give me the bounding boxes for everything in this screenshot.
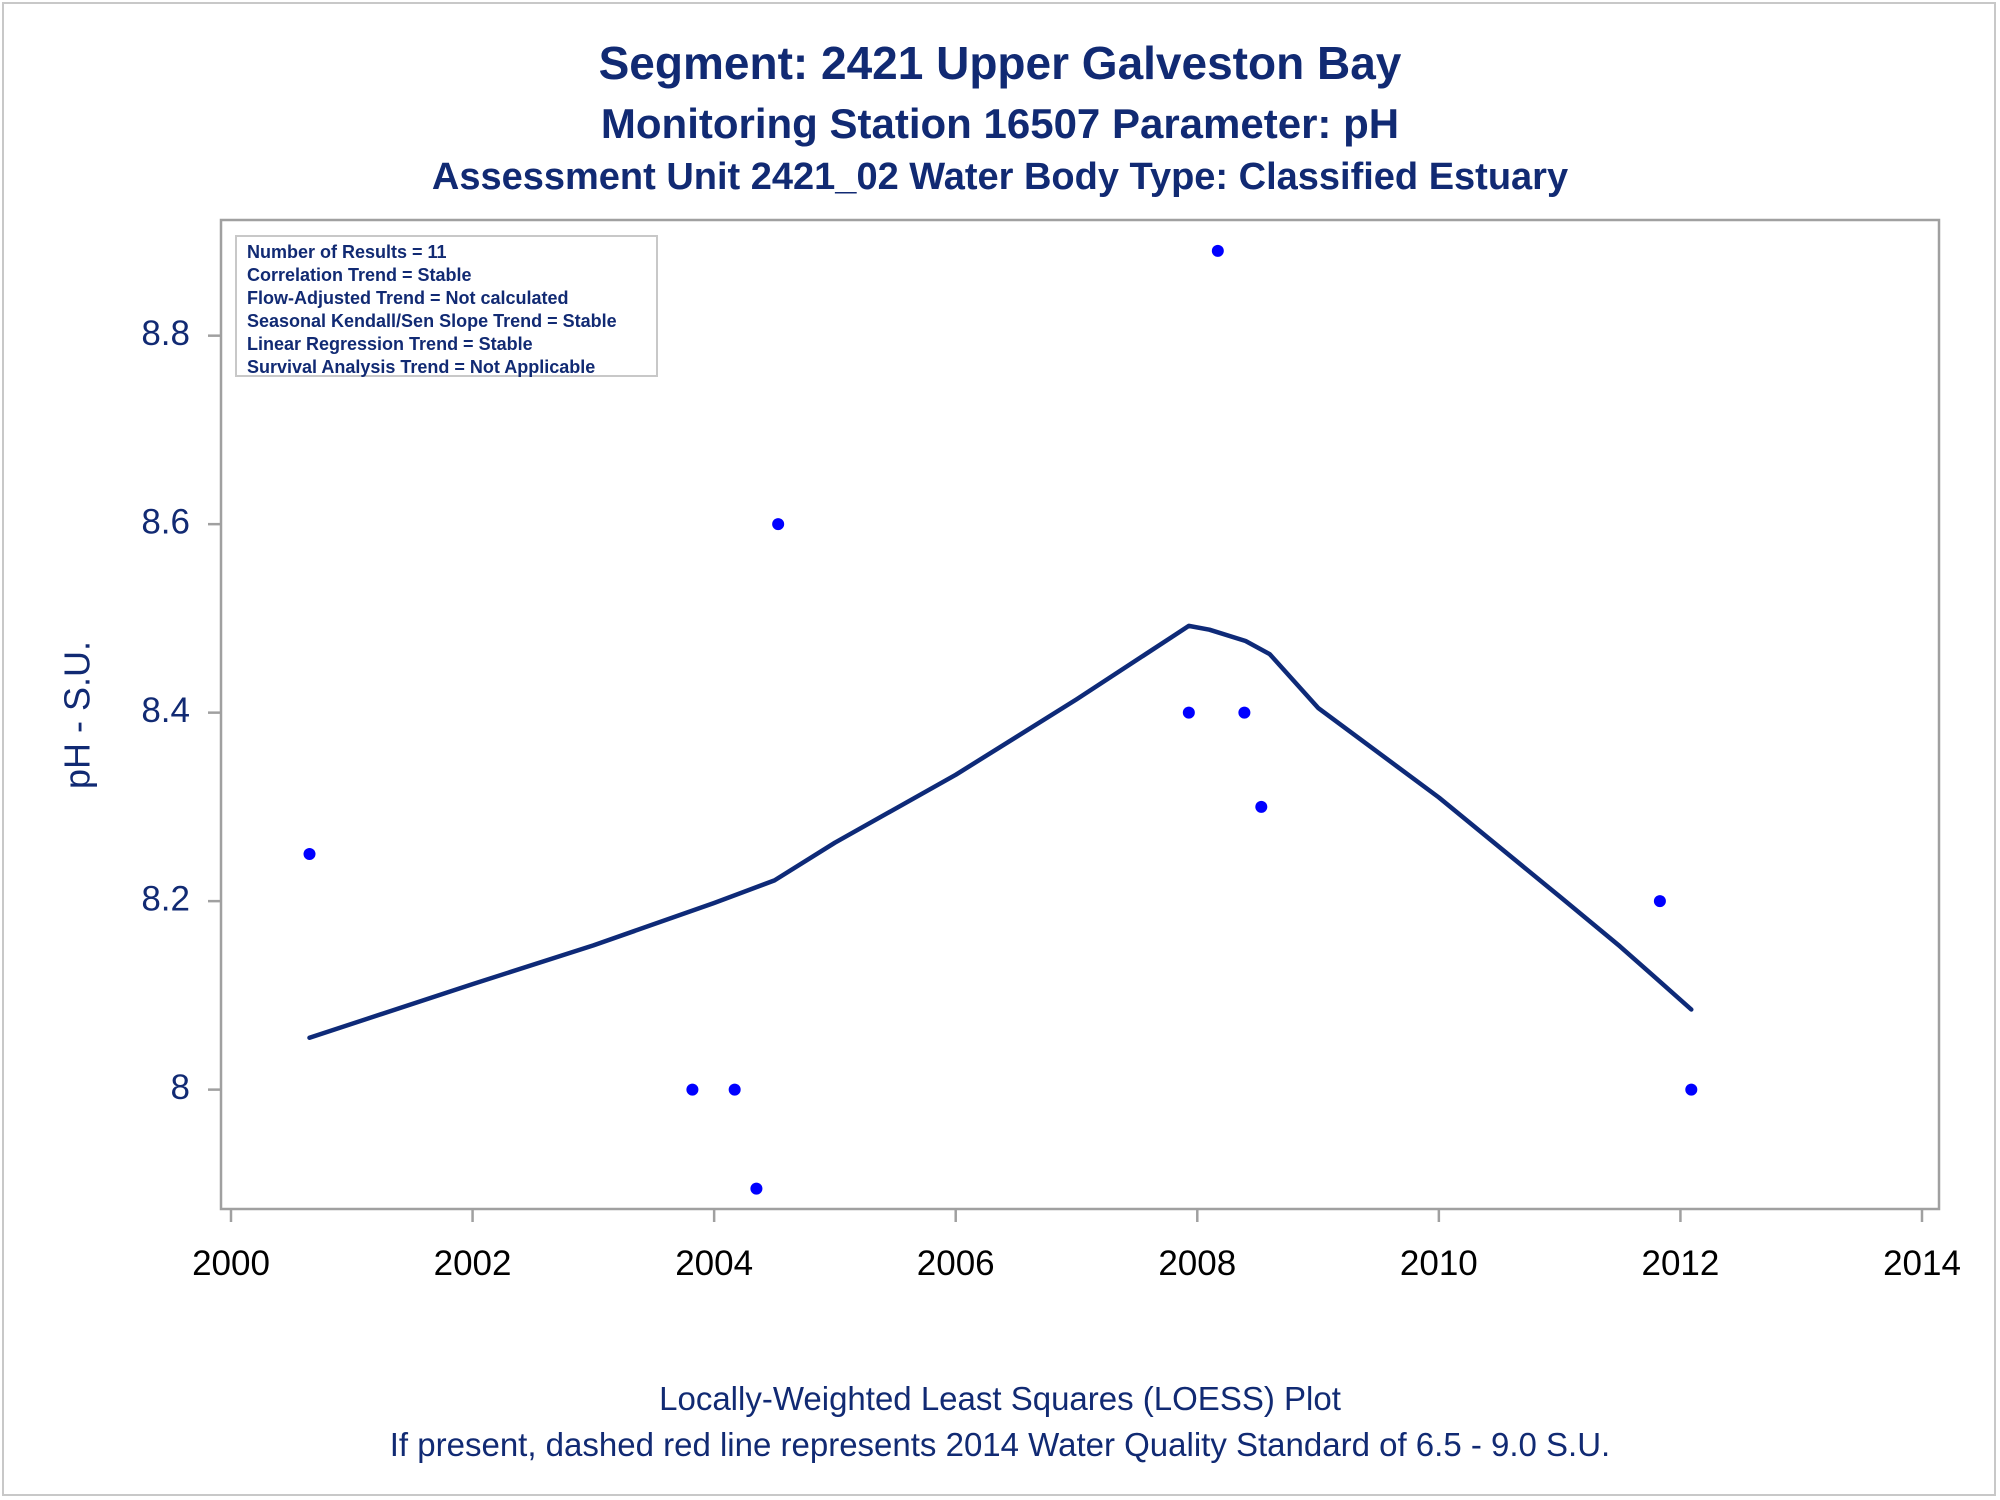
data-point xyxy=(1685,1083,1698,1096)
data-points xyxy=(303,244,1698,1195)
trend-stats-box: Number of Results = 11 Correlation Trend … xyxy=(235,235,658,377)
footnote-standard: If present, dashed red line represents 2… xyxy=(389,1426,1611,1463)
y-tick-label: 8.6 xyxy=(141,502,190,541)
x-tick-label: 2002 xyxy=(434,1244,512,1283)
stats-line: Survival Analysis Trend = Not Applicable xyxy=(247,357,596,377)
stats-line: Flow-Adjusted Trend = Not calculated xyxy=(247,288,569,308)
chart-title: Segment: 2421 Upper Galveston Bay xyxy=(598,37,1402,89)
stats-line: Seasonal Kendall/Sen Slope Trend = Stabl… xyxy=(247,311,617,331)
x-axis: 2000 2002 2004 2006 2008 2010 2012 2014 xyxy=(192,1209,1961,1283)
chart-subtitle: Monitoring Station 16507 Parameter: pH xyxy=(600,100,1400,147)
y-tick-label: 8.8 xyxy=(141,314,190,353)
data-point xyxy=(1255,800,1268,813)
loess-curve xyxy=(307,623,1694,1041)
x-tick-label: 2012 xyxy=(1641,1244,1719,1283)
data-point xyxy=(1211,244,1224,257)
data-point xyxy=(1238,706,1251,719)
x-tick-label: 2008 xyxy=(1158,1244,1236,1283)
footnote-loess: Locally-Weighted Least Squares (LOESS) P… xyxy=(659,1380,1341,1417)
y-axis-label: pH - S.U. xyxy=(57,641,98,789)
stats-line: Number of Results = 11 xyxy=(247,242,447,262)
y-tick-label: 8 xyxy=(171,1068,190,1107)
x-tick-label: 2010 xyxy=(1400,1244,1478,1283)
stats-line: Correlation Trend = Stable xyxy=(247,265,472,285)
data-point xyxy=(686,1083,699,1096)
data-point xyxy=(772,518,785,531)
x-tick-label: 2000 xyxy=(192,1244,270,1283)
plot-area-frame xyxy=(219,218,1941,1211)
x-tick-label: 2004 xyxy=(675,1244,753,1283)
y-axis: 8 8.2 8.4 8.6 8.8 xyxy=(141,314,221,1107)
data-point xyxy=(303,848,316,861)
x-tick-label: 2006 xyxy=(917,1244,995,1283)
stats-line: Linear Regression Trend = Stable xyxy=(247,334,533,354)
data-point xyxy=(750,1182,763,1195)
x-tick-label: 2014 xyxy=(1883,1244,1961,1283)
y-tick-label: 8.2 xyxy=(141,879,190,918)
y-tick-label: 8.4 xyxy=(141,691,190,730)
data-point xyxy=(1182,706,1195,719)
data-point xyxy=(1653,895,1666,908)
data-point xyxy=(728,1083,741,1096)
chart-subtitle-2: Assessment Unit 2421_02 Water Body Type:… xyxy=(431,156,1569,198)
